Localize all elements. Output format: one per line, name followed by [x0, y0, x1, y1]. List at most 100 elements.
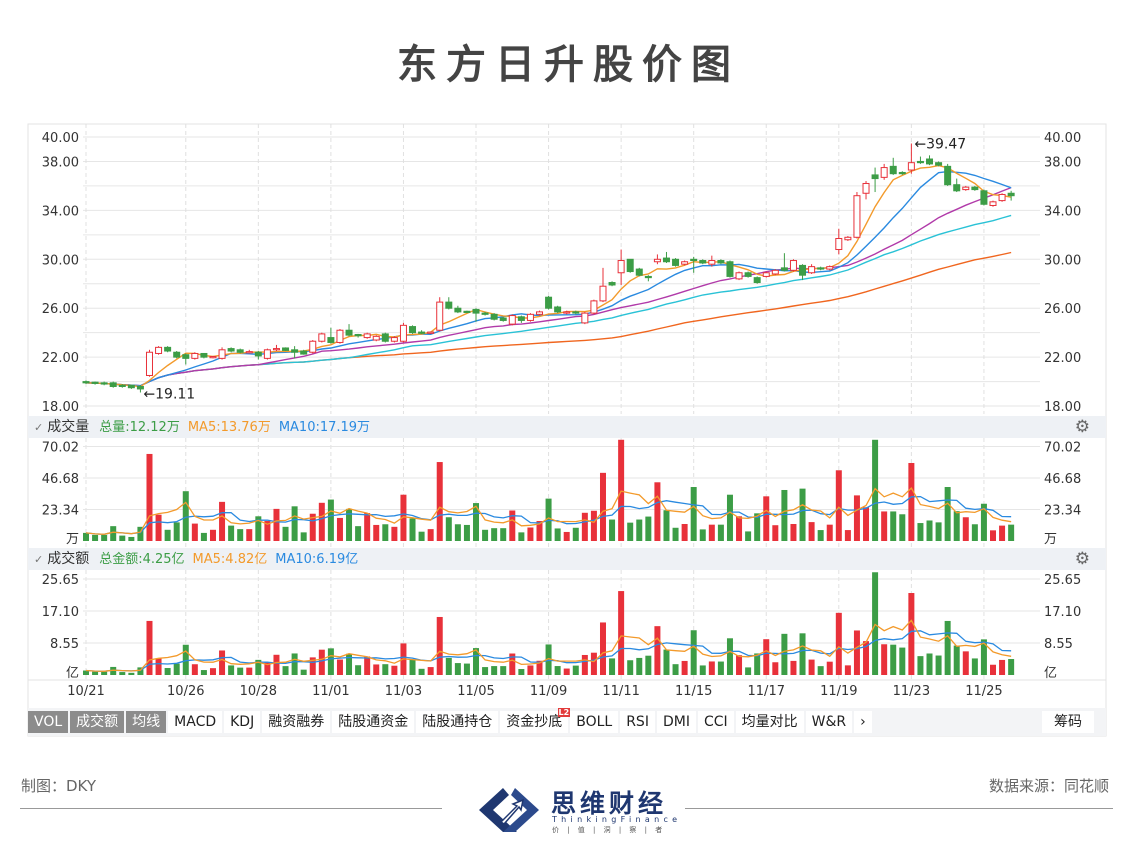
volume-bar: [572, 527, 579, 541]
amount-bar: [572, 665, 579, 675]
more-tabs-chevron-icon[interactable]: ›: [854, 711, 872, 733]
amount-bar: [209, 668, 216, 675]
chip-distribution-button[interactable]: 筹码: [1042, 711, 1094, 733]
x-tick-label: 11/17: [748, 684, 785, 699]
price-tick-left: 18.00: [42, 400, 79, 415]
volume-bar: [790, 523, 797, 541]
candle-down: [926, 158, 934, 165]
volume-bar: [872, 439, 879, 541]
candle-up: [245, 351, 253, 354]
volume-bar: [291, 506, 298, 541]
volume-bar: [364, 513, 371, 541]
amount-ma5: MA5:4.82亿: [192, 552, 268, 567]
tab-margin[interactable]: 融资融券: [262, 711, 331, 733]
volume-bar: [690, 487, 697, 541]
tab-ma[interactable]: 均线: [126, 711, 167, 733]
amount-tick-left: 25.65: [42, 573, 79, 588]
amount-bar: [110, 666, 117, 675]
volume-bar: [101, 534, 108, 541]
amount-bar: [944, 620, 951, 675]
candle-up: [762, 272, 770, 277]
tab-rsi[interactable]: RSI: [620, 711, 655, 733]
volume-bar: [863, 507, 870, 541]
amount-bar: [291, 653, 298, 675]
logo-slogan: 价 | 值 | 洞 | 察 | 者: [552, 826, 666, 834]
tab-volume-compare[interactable]: 均量对比: [735, 711, 804, 733]
candle-down: [91, 381, 99, 384]
tab-macd[interactable]: MACD: [168, 711, 223, 733]
volume-bar: [509, 510, 516, 541]
tab-boll[interactable]: BOLL: [570, 711, 619, 733]
amount-bar: [980, 639, 987, 675]
volume-bar: [681, 523, 688, 541]
volume-unit-left: 万: [66, 532, 79, 547]
price-tick-right: 26.00: [1044, 302, 1081, 317]
tab-northbound-holdings[interactable]: 陆股通持仓: [416, 711, 499, 733]
candle-up: [617, 260, 625, 274]
candle-up: [835, 238, 843, 251]
amount-bar: [817, 666, 824, 675]
candle-down: [690, 258, 698, 262]
amount-bar: [409, 659, 416, 675]
amount-settings-gear-icon[interactable]: ⚙: [1074, 549, 1090, 569]
candle-up: [853, 195, 861, 238]
candle-down: [200, 352, 208, 358]
volume-tick-right: 70.02: [1044, 441, 1081, 456]
candle-up: [155, 346, 163, 354]
volume-bar: [155, 514, 162, 541]
volume-bar: [255, 516, 262, 541]
tab-amount[interactable]: 成交额: [70, 711, 125, 733]
tab-cci[interactable]: CCI: [697, 711, 734, 733]
volume-tick-right: 46.68: [1044, 472, 1081, 487]
volume-bar: [409, 518, 416, 541]
amount-bar: [799, 633, 806, 675]
volume-total: 总量:12.12万: [99, 420, 180, 435]
volume-bar: [173, 522, 180, 541]
candle-down: [291, 349, 299, 353]
volume-bar: [971, 524, 978, 541]
candle-down: [545, 296, 553, 309]
amount-bar: [173, 663, 180, 675]
collapse-check-icon[interactable]: ✓: [34, 553, 44, 566]
volume-bar: [844, 530, 851, 541]
amount-bar: [155, 658, 162, 675]
volume-tick-left: 70.02: [42, 441, 79, 456]
tab-kdj[interactable]: KDJ: [224, 711, 261, 733]
volume-bar: [119, 535, 126, 541]
candle-up: [526, 313, 534, 321]
volume-bar: [754, 513, 761, 541]
amount-bar: [808, 659, 815, 675]
volume-panel-name: 成交量: [47, 419, 90, 435]
volume-bar: [609, 519, 616, 541]
volume-bar: [708, 524, 715, 541]
amount-bar: [128, 672, 135, 675]
tab-dmi[interactable]: DMI: [656, 711, 696, 733]
amount-bar: [137, 667, 144, 675]
amount-tick-right: 8.55: [1044, 637, 1073, 652]
volume-bar: [209, 529, 216, 541]
candle-down: [409, 326, 417, 334]
tab-label: 资金抄底: [506, 714, 563, 730]
candle-down: [626, 258, 634, 273]
tab-northbound-funds[interactable]: 陆股通资金: [332, 711, 415, 733]
amount-bar: [899, 647, 906, 675]
candle-down: [227, 348, 235, 352]
volume-settings-gear-icon[interactable]: ⚙: [1074, 417, 1090, 437]
amount-bar: [863, 641, 870, 675]
tab-bottom-fishing[interactable]: 资金抄底 L2: [500, 708, 571, 733]
candle-down: [300, 350, 308, 355]
footer-divider: [20, 808, 442, 809]
tab-wr[interactable]: W&R: [805, 711, 853, 733]
amount-bar: [318, 649, 325, 675]
collapse-check-icon[interactable]: ✓: [34, 421, 44, 434]
tab-vol[interactable]: VOL: [28, 711, 69, 733]
amount-bar: [990, 664, 996, 675]
volume-bar: [590, 510, 597, 541]
volume-bar: [527, 527, 534, 541]
volume-bar: [645, 516, 652, 541]
x-tick-label: 11/09: [530, 684, 567, 699]
volume-tick-left: 23.34: [42, 504, 79, 519]
volume-bar: [327, 499, 334, 541]
amount-bar: [581, 654, 588, 675]
candle-down: [490, 313, 498, 320]
